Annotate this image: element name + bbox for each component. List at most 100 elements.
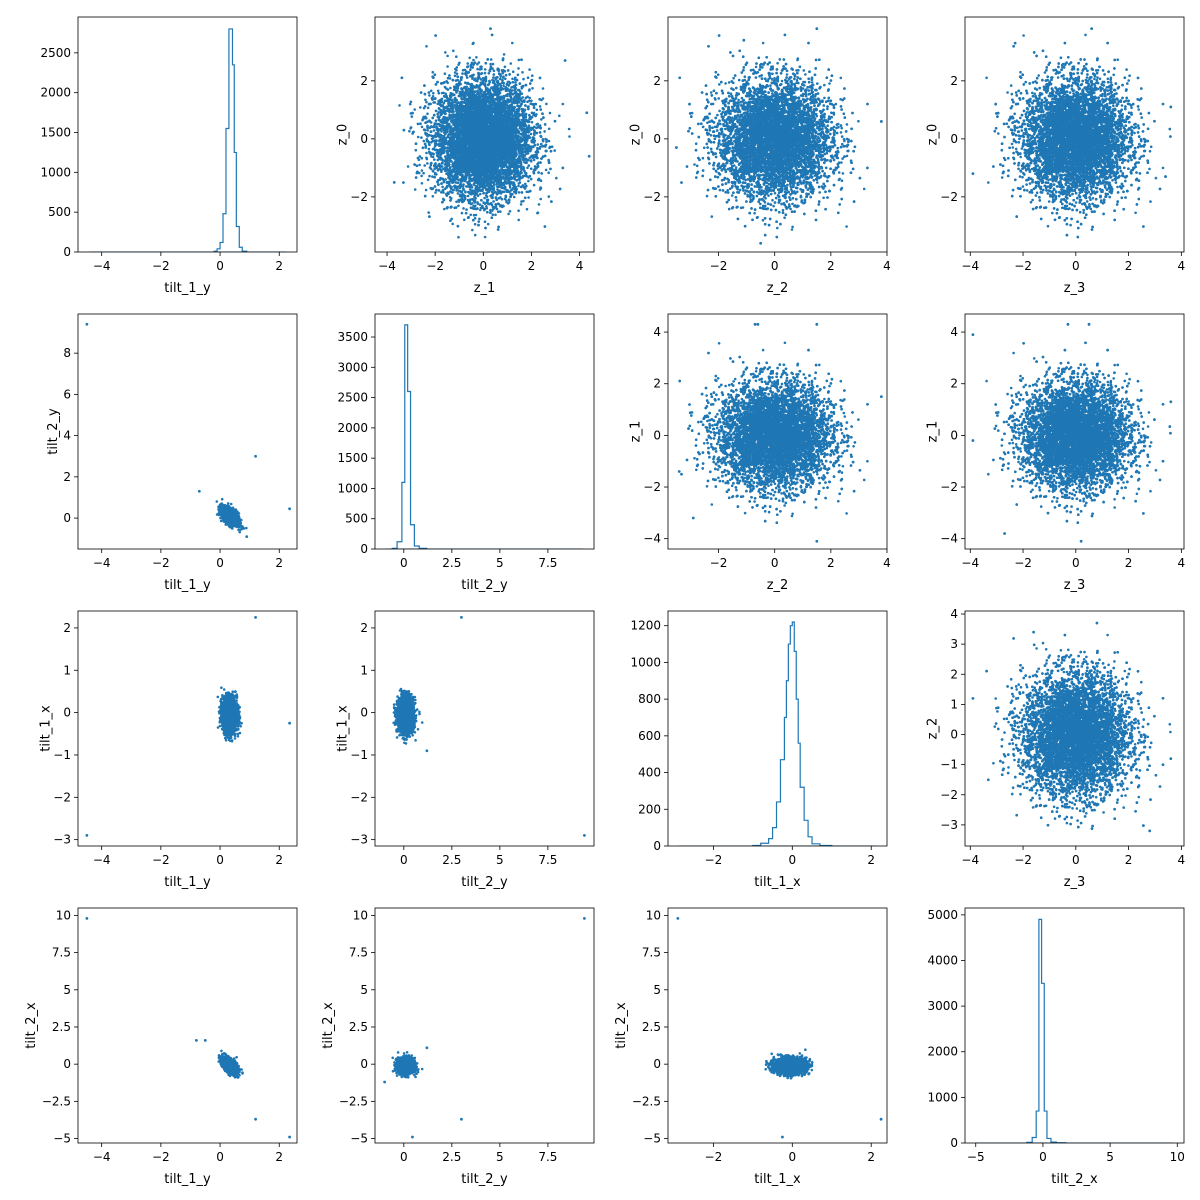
- scatter-point: [443, 208, 446, 211]
- scatter-cloud: [398, 34, 571, 239]
- scatter-point: [545, 103, 548, 106]
- scatter-point: [530, 133, 533, 136]
- scatter-point: [479, 193, 482, 196]
- scatter-point: [528, 97, 531, 100]
- scatter-point: [512, 184, 515, 187]
- scatter-point: [420, 136, 423, 139]
- scatter-point: [485, 205, 488, 208]
- scatter-point: [418, 164, 421, 167]
- y-tick-label: 1000: [40, 165, 71, 179]
- scatter-point: [428, 175, 431, 178]
- scatter-point: [487, 223, 490, 226]
- scatter-point: [476, 68, 479, 71]
- scatter-point: [471, 229, 474, 232]
- scatter-point: [526, 208, 529, 211]
- scatter-point: [502, 85, 505, 88]
- scatter-point: [524, 109, 527, 112]
- scatter-point: [422, 172, 425, 175]
- plot-area: [393, 27, 591, 238]
- scatter-point: [477, 220, 480, 223]
- scatter-point: [461, 72, 464, 75]
- scatter-point: [536, 109, 539, 112]
- scatter-point: [545, 169, 548, 172]
- scatter-point: [428, 94, 431, 97]
- x-axis-label: tilt_1_y: [164, 281, 211, 296]
- scatter-point: [558, 115, 561, 118]
- scatter-point: [469, 214, 472, 217]
- scatter-point: [531, 87, 534, 90]
- scatter-point: [435, 125, 438, 128]
- scatter-point: [533, 184, 536, 187]
- x-tick-label: −2: [152, 259, 170, 273]
- scatter-point: [457, 236, 460, 239]
- scatter-point: [425, 189, 428, 192]
- scatter-point: [479, 209, 482, 212]
- scatter-point: [419, 106, 422, 109]
- scatter-point: [510, 62, 513, 65]
- scatter-point: [457, 192, 460, 195]
- scatter-point: [539, 198, 542, 201]
- scatter-point: [509, 210, 512, 213]
- scatter-point: [518, 191, 521, 194]
- scatter-point: [511, 42, 514, 45]
- scatter-point: [426, 162, 429, 165]
- scatter-point: [540, 118, 543, 121]
- scatter-point: [492, 213, 495, 216]
- scatter-point: [490, 65, 493, 68]
- scatter-point: [471, 77, 474, 80]
- scatter-point: [518, 152, 521, 155]
- scatter-point: [527, 76, 530, 79]
- scatter-point: [483, 209, 486, 212]
- scatter-point: [451, 223, 454, 226]
- scatter-point: [467, 195, 470, 198]
- scatter-point: [533, 159, 536, 162]
- scatter-point: [430, 162, 433, 165]
- scatter-point: [548, 195, 551, 198]
- scatter-point: [411, 115, 414, 118]
- scatter-point: [468, 57, 471, 60]
- y-tick-label: 2000: [40, 86, 71, 100]
- scatter-point: [454, 75, 457, 78]
- scatter-point: [484, 236, 487, 239]
- scatter-point: [455, 55, 458, 58]
- histogram-step: [214, 29, 247, 252]
- scatter-point: [433, 158, 436, 161]
- scatter-point: [494, 214, 497, 217]
- scatter-point: [441, 186, 444, 189]
- scatter-point: [484, 68, 487, 71]
- scatter-point: [568, 135, 571, 138]
- scatter-point: [449, 87, 452, 90]
- scatter-point: [428, 143, 431, 146]
- scatter-point: [501, 198, 504, 201]
- y-tick-label: 2500: [40, 46, 71, 60]
- x-tick-label: 0: [216, 259, 224, 273]
- scatter-point: [530, 178, 533, 181]
- scatter-point: [542, 87, 545, 90]
- scatter-point: [426, 129, 429, 132]
- scatter-point: [444, 72, 447, 75]
- scatter-point: [503, 53, 506, 56]
- scatter-point: [553, 149, 556, 152]
- scatter-point: [410, 101, 413, 104]
- scatter-point: [423, 164, 426, 167]
- scatter-point: [475, 56, 478, 59]
- scatter-point: [527, 196, 530, 199]
- scatter-point: [427, 107, 430, 110]
- scatter-point: [484, 72, 487, 75]
- scatter-point: [421, 182, 424, 185]
- scatter-point: [457, 205, 460, 208]
- scatter-point: [455, 189, 458, 192]
- scatter-point: [434, 101, 437, 104]
- plot-area: [89, 29, 286, 252]
- scatter-point: [490, 58, 493, 61]
- axes-frame: [78, 17, 297, 252]
- scatter-point: [530, 167, 533, 170]
- scatter-point: [539, 146, 542, 149]
- scatter-point: [521, 86, 524, 89]
- scatter-point: [421, 169, 424, 172]
- scatter-point: [480, 73, 483, 76]
- scatter-point: [473, 214, 476, 217]
